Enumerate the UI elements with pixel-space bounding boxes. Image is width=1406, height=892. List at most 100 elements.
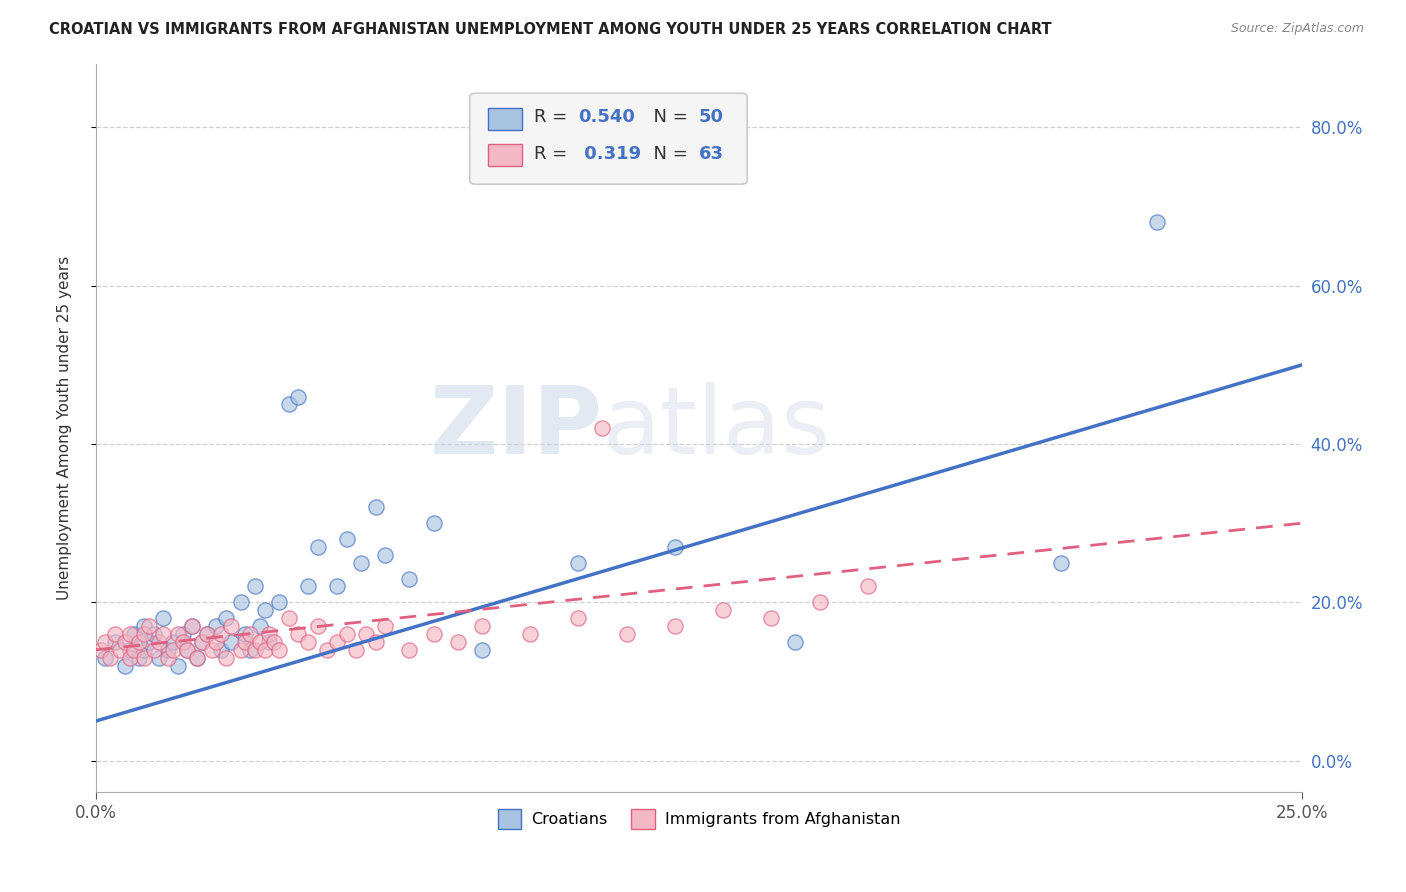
- Point: [205, 635, 228, 649]
- Point: [567, 556, 589, 570]
- Point: [138, 619, 160, 633]
- Point: [148, 650, 170, 665]
- Point: [785, 635, 807, 649]
- Point: [215, 650, 238, 665]
- Point: [259, 627, 281, 641]
- Point: [422, 627, 444, 641]
- Point: [195, 627, 218, 641]
- Point: [205, 619, 228, 633]
- Point: [519, 627, 541, 641]
- Point: [209, 627, 232, 641]
- Point: [374, 548, 396, 562]
- Point: [808, 595, 831, 609]
- Point: [128, 650, 150, 665]
- Point: [591, 421, 613, 435]
- Point: [277, 397, 299, 411]
- Legend: Croatians, Immigrants from Afghanistan: Croatians, Immigrants from Afghanistan: [491, 803, 907, 835]
- Point: [132, 619, 155, 633]
- Text: ZIP: ZIP: [430, 382, 602, 475]
- Point: [162, 635, 184, 649]
- Point: [277, 611, 299, 625]
- Point: [219, 619, 242, 633]
- Point: [209, 643, 232, 657]
- Point: [287, 627, 309, 641]
- Point: [132, 650, 155, 665]
- Point: [229, 643, 252, 657]
- Point: [307, 540, 329, 554]
- Point: [297, 635, 319, 649]
- Point: [354, 627, 377, 641]
- Point: [142, 627, 165, 641]
- Point: [118, 627, 141, 641]
- Point: [243, 580, 266, 594]
- Point: [98, 650, 121, 665]
- Point: [142, 643, 165, 657]
- Point: [90, 643, 112, 657]
- Point: [176, 643, 198, 657]
- Point: [118, 650, 141, 665]
- Point: [108, 643, 131, 657]
- Point: [132, 627, 155, 641]
- Point: [447, 635, 470, 649]
- Point: [128, 635, 150, 649]
- Point: [336, 532, 359, 546]
- Point: [471, 619, 494, 633]
- Point: [152, 627, 174, 641]
- FancyBboxPatch shape: [488, 145, 522, 166]
- Point: [195, 627, 218, 641]
- Point: [287, 390, 309, 404]
- Point: [104, 635, 127, 649]
- Text: N =: N =: [643, 108, 693, 127]
- Point: [114, 635, 136, 649]
- Y-axis label: Unemployment Among Youth under 25 years: Unemployment Among Youth under 25 years: [58, 256, 72, 600]
- Point: [219, 635, 242, 649]
- Point: [316, 643, 339, 657]
- Point: [239, 627, 262, 641]
- Point: [157, 650, 180, 665]
- Point: [1049, 556, 1071, 570]
- Point: [162, 643, 184, 657]
- Point: [249, 619, 271, 633]
- Point: [856, 580, 879, 594]
- Point: [259, 635, 281, 649]
- Point: [364, 635, 387, 649]
- Point: [374, 619, 396, 633]
- Point: [326, 635, 349, 649]
- Point: [124, 643, 146, 657]
- Point: [253, 603, 276, 617]
- Point: [711, 603, 734, 617]
- Point: [249, 635, 271, 649]
- Point: [172, 627, 194, 641]
- Point: [344, 643, 367, 657]
- Point: [243, 643, 266, 657]
- Point: [94, 650, 117, 665]
- Point: [253, 643, 276, 657]
- Point: [567, 611, 589, 625]
- Point: [297, 580, 319, 594]
- Point: [307, 619, 329, 633]
- Point: [235, 635, 257, 649]
- Point: [350, 556, 373, 570]
- Point: [172, 635, 194, 649]
- Point: [616, 627, 638, 641]
- Text: R =: R =: [534, 108, 572, 127]
- Point: [186, 650, 208, 665]
- Text: 0.319: 0.319: [578, 145, 641, 162]
- Point: [191, 635, 214, 649]
- Point: [104, 627, 127, 641]
- Point: [235, 627, 257, 641]
- Point: [166, 627, 188, 641]
- Point: [336, 627, 359, 641]
- Point: [94, 635, 117, 649]
- Point: [239, 643, 262, 657]
- Text: atlas: atlas: [602, 382, 831, 475]
- Point: [166, 658, 188, 673]
- FancyBboxPatch shape: [470, 93, 747, 185]
- Text: CROATIAN VS IMMIGRANTS FROM AFGHANISTAN UNEMPLOYMENT AMONG YOUTH UNDER 25 YEARS : CROATIAN VS IMMIGRANTS FROM AFGHANISTAN …: [49, 22, 1052, 37]
- Point: [1146, 215, 1168, 229]
- Point: [148, 635, 170, 649]
- Point: [176, 643, 198, 657]
- Point: [422, 516, 444, 531]
- Point: [181, 619, 204, 633]
- Point: [398, 572, 420, 586]
